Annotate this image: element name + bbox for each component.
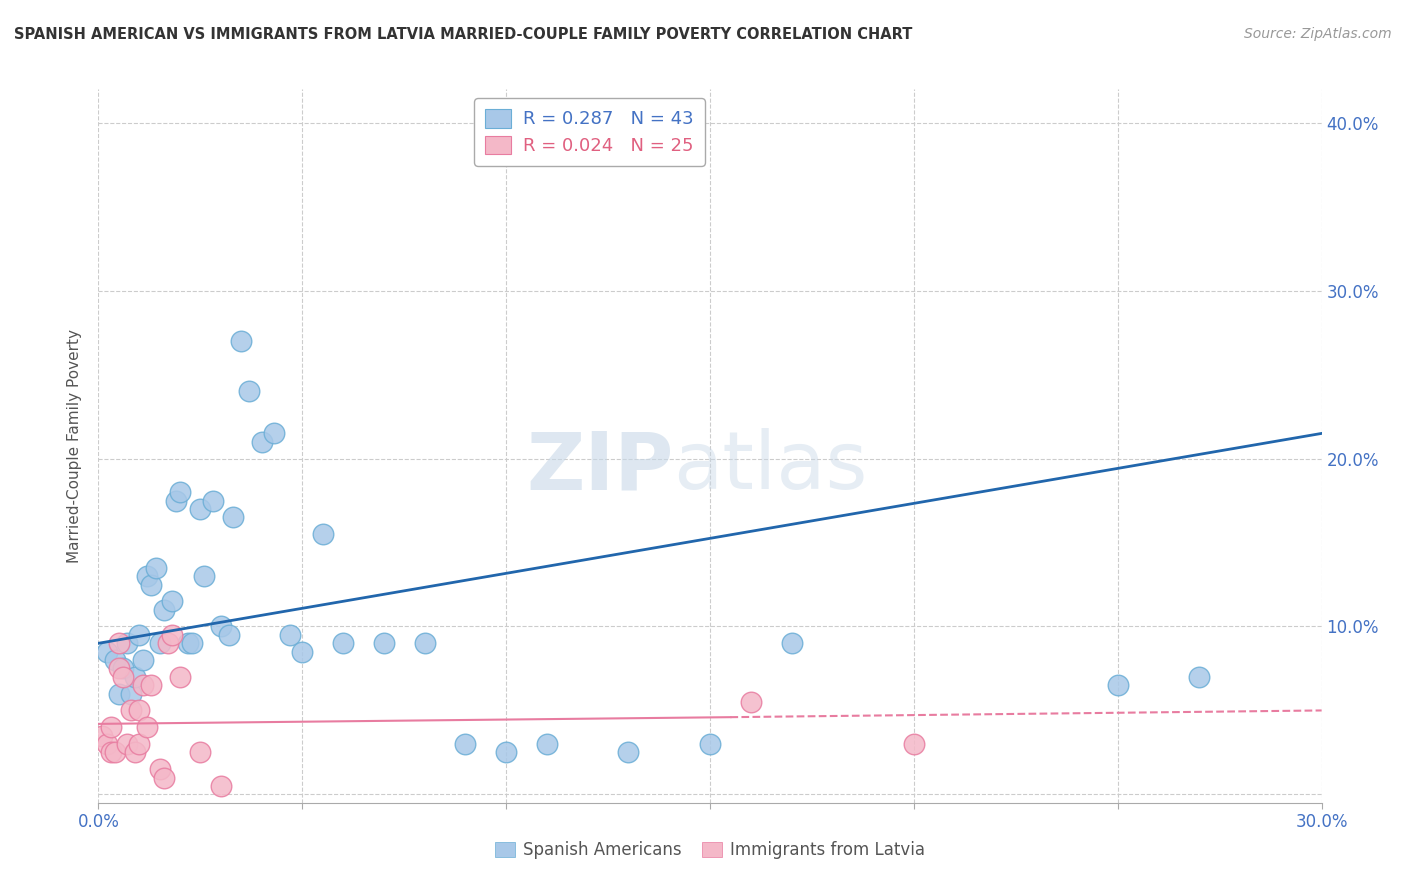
Point	[91, 729, 114, 743]
Point	[104, 653, 127, 667]
Point	[96, 645, 118, 659]
Point	[145, 560, 167, 574]
Point	[1107, 678, 1129, 692]
Point	[165, 493, 187, 508]
Point	[740, 695, 762, 709]
Point	[115, 737, 138, 751]
Point	[169, 485, 191, 500]
Text: Source: ZipAtlas.com: Source: ZipAtlas.com	[1244, 27, 1392, 41]
Point	[156, 636, 179, 650]
Point	[238, 384, 260, 399]
Point	[120, 687, 142, 701]
Text: SPANISH AMERICAN VS IMMIGRANTS FROM LATVIA MARRIED-COUPLE FAMILY POVERTY CORRELA: SPANISH AMERICAN VS IMMIGRANTS FROM LATV…	[14, 27, 912, 42]
Point	[495, 746, 517, 760]
Point	[141, 577, 163, 591]
Point	[115, 636, 138, 650]
Point	[454, 737, 477, 751]
Point	[124, 670, 146, 684]
Point	[188, 502, 212, 516]
Point	[108, 687, 131, 701]
Point	[100, 720, 122, 734]
Point	[231, 334, 253, 348]
Point	[96, 737, 118, 751]
Point	[160, 594, 183, 608]
Point	[188, 746, 212, 760]
Y-axis label: Married-Couple Family Poverty: Married-Couple Family Poverty	[67, 329, 83, 563]
Point	[209, 619, 232, 633]
Point	[120, 703, 142, 717]
Point	[209, 779, 232, 793]
Point	[250, 434, 273, 449]
Point	[136, 569, 159, 583]
Point	[149, 762, 172, 776]
Point	[100, 746, 122, 760]
Point	[169, 670, 191, 684]
Legend: Spanish Americans, Immigrants from Latvia: Spanish Americans, Immigrants from Latvi…	[488, 835, 932, 866]
Point	[699, 737, 721, 751]
Point	[111, 661, 134, 675]
Point	[222, 510, 245, 524]
Point	[373, 636, 395, 650]
Point	[108, 661, 131, 675]
Point	[128, 703, 150, 717]
Point	[617, 746, 640, 760]
Point	[536, 737, 558, 751]
Point	[111, 670, 134, 684]
Point	[128, 737, 150, 751]
Point	[263, 426, 285, 441]
Point	[104, 746, 127, 760]
Point	[332, 636, 354, 650]
Point	[160, 628, 183, 642]
Point	[413, 636, 436, 650]
Point	[1188, 670, 1211, 684]
Point	[181, 636, 204, 650]
Point	[136, 720, 159, 734]
Point	[193, 569, 215, 583]
Point	[128, 628, 150, 642]
Point	[903, 737, 925, 751]
Point	[152, 771, 174, 785]
Point	[124, 746, 146, 760]
Point	[149, 636, 172, 650]
Point	[780, 636, 803, 650]
Point	[218, 628, 240, 642]
Point	[278, 628, 301, 642]
Text: ZIP: ZIP	[526, 428, 673, 507]
Point	[152, 603, 174, 617]
Point	[201, 493, 224, 508]
Point	[177, 636, 200, 650]
Point	[132, 653, 155, 667]
Text: atlas: atlas	[673, 428, 868, 507]
Point	[108, 636, 131, 650]
Point	[312, 527, 335, 541]
Point	[141, 678, 163, 692]
Point	[132, 678, 155, 692]
Point	[291, 645, 314, 659]
